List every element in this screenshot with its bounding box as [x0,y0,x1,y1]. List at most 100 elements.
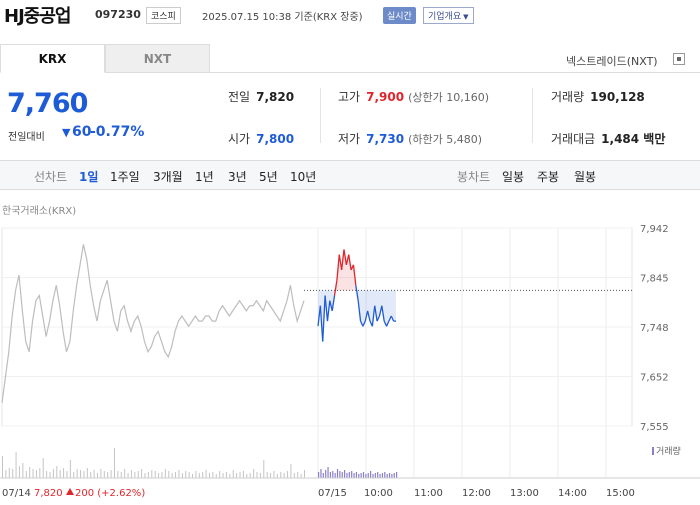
volume-bar [212,472,214,478]
today-area-segment [388,290,392,322]
volume-bar [320,469,322,478]
today-area-segment [379,290,382,316]
volume-bar [127,473,129,478]
volume-bar [362,472,365,478]
volume-bar [73,472,75,478]
volume-bar [341,472,343,478]
company-info-dropdown[interactable]: 기업개요 ▼ [423,7,474,24]
x-tick-label: 12:00 [462,488,491,499]
volume-bar [348,472,350,478]
period-10y[interactable]: 10년 [290,170,317,184]
volume-bar [100,469,102,478]
volume-bar [171,473,173,478]
candle-monthly[interactable]: 월봉 [574,170,597,184]
candle-weekly[interactable]: 주봉 [537,170,560,184]
stat-value: 1,484 백만 [601,132,666,146]
change-label: 전일대비 [8,132,45,143]
volume-bar [25,471,27,478]
volume-bar [386,474,388,478]
today-area-segment [344,249,347,291]
volume-bar [29,467,31,478]
volume-bar [393,473,395,478]
stat-value: 7,900 [366,90,405,104]
stat-sub: (하한가 5,480) [408,133,482,146]
volume-bar [46,471,48,478]
volume-bar [18,466,20,478]
period-5y[interactable]: 5년 [259,170,278,184]
stat-label: 시가 [228,132,251,146]
volume-bar [351,471,353,478]
volume-bar [367,473,369,478]
prev-day-series-line [1,244,305,404]
today-series-segment [364,310,369,322]
today-series-segment [357,300,362,322]
volume-bar [124,469,126,478]
volume-bar [322,473,324,478]
realtime-badge[interactable]: 실시간 [383,7,416,24]
volume-bar [205,470,207,478]
volume-bar [388,473,391,478]
volume-bar [325,470,327,478]
volume-bar [346,473,348,478]
volume-bar [377,472,379,478]
today-area-segment [377,290,380,322]
period-3m[interactable]: 3개월 [153,170,183,184]
company-info-label: 기업개요 [428,12,462,22]
nxt-toggle-label[interactable]: 넥스트레이드(NXT) [566,55,658,68]
period-1d[interactable]: 1일 [79,170,99,184]
today-area-segment [384,290,387,327]
volume-bar [370,471,372,478]
volume-bar [215,474,217,478]
today-series-segment [390,315,395,322]
today-series-segment [322,295,326,342]
volume-bar [97,473,99,478]
stat-label: 저가 [338,132,361,146]
y-tick-label: 7,942 [640,224,669,235]
stat-label: 전일 [228,90,251,104]
volume-bar [154,471,156,478]
volume-legend: 거래량 [652,444,681,457]
nxt-toggle-checkbox[interactable] [673,53,685,65]
volume-bar [15,452,17,478]
period-1y[interactable]: 1년 [195,170,214,184]
volume-bar [318,472,320,478]
today-area-segment [339,254,342,291]
divider [320,88,321,143]
line-chart-group-label: 선차트 [34,170,68,184]
volume-bar [202,472,204,478]
today-series-segment [326,300,331,322]
stock-code: 097230 [95,8,141,21]
volume-bar [185,471,187,478]
change-value: 60 [72,124,92,140]
volume-bar [49,472,51,478]
candle-daily[interactable]: 일봉 [502,170,525,184]
today-series-segment [336,254,340,281]
today-area-segment [348,254,352,291]
volume-bar [188,472,190,478]
today-series-segment [362,320,366,327]
x-tick-label: 07/15 [318,488,347,499]
volume-bar [353,473,355,478]
tab-krx[interactable]: KRX [0,44,105,73]
volume-bar [276,474,278,478]
volume-bar [178,470,180,478]
period-3y[interactable]: 3년 [228,170,247,184]
today-series-segment [319,305,324,342]
volume-bar [384,472,386,478]
today-area-segment [362,290,366,327]
period-1w[interactable]: 1주일 [110,170,140,184]
volume-bar [158,473,160,478]
today-series-segment [374,305,378,322]
stock-header: HJ중공업 097230 코스피 2025.07.15 10:38 기준(KRX… [0,0,700,30]
volume-bar [192,474,194,478]
volume-bar [379,474,381,478]
today-series-segment [359,320,364,327]
tab-nxt[interactable]: NXT [105,44,210,73]
stat-open: 시가 7,800 [228,130,294,147]
volume-bar [372,474,374,478]
volume-bar [358,474,360,478]
volume-bar [287,471,289,478]
x-tick-label: 15:00 [606,488,635,499]
volume-bar [42,458,44,478]
